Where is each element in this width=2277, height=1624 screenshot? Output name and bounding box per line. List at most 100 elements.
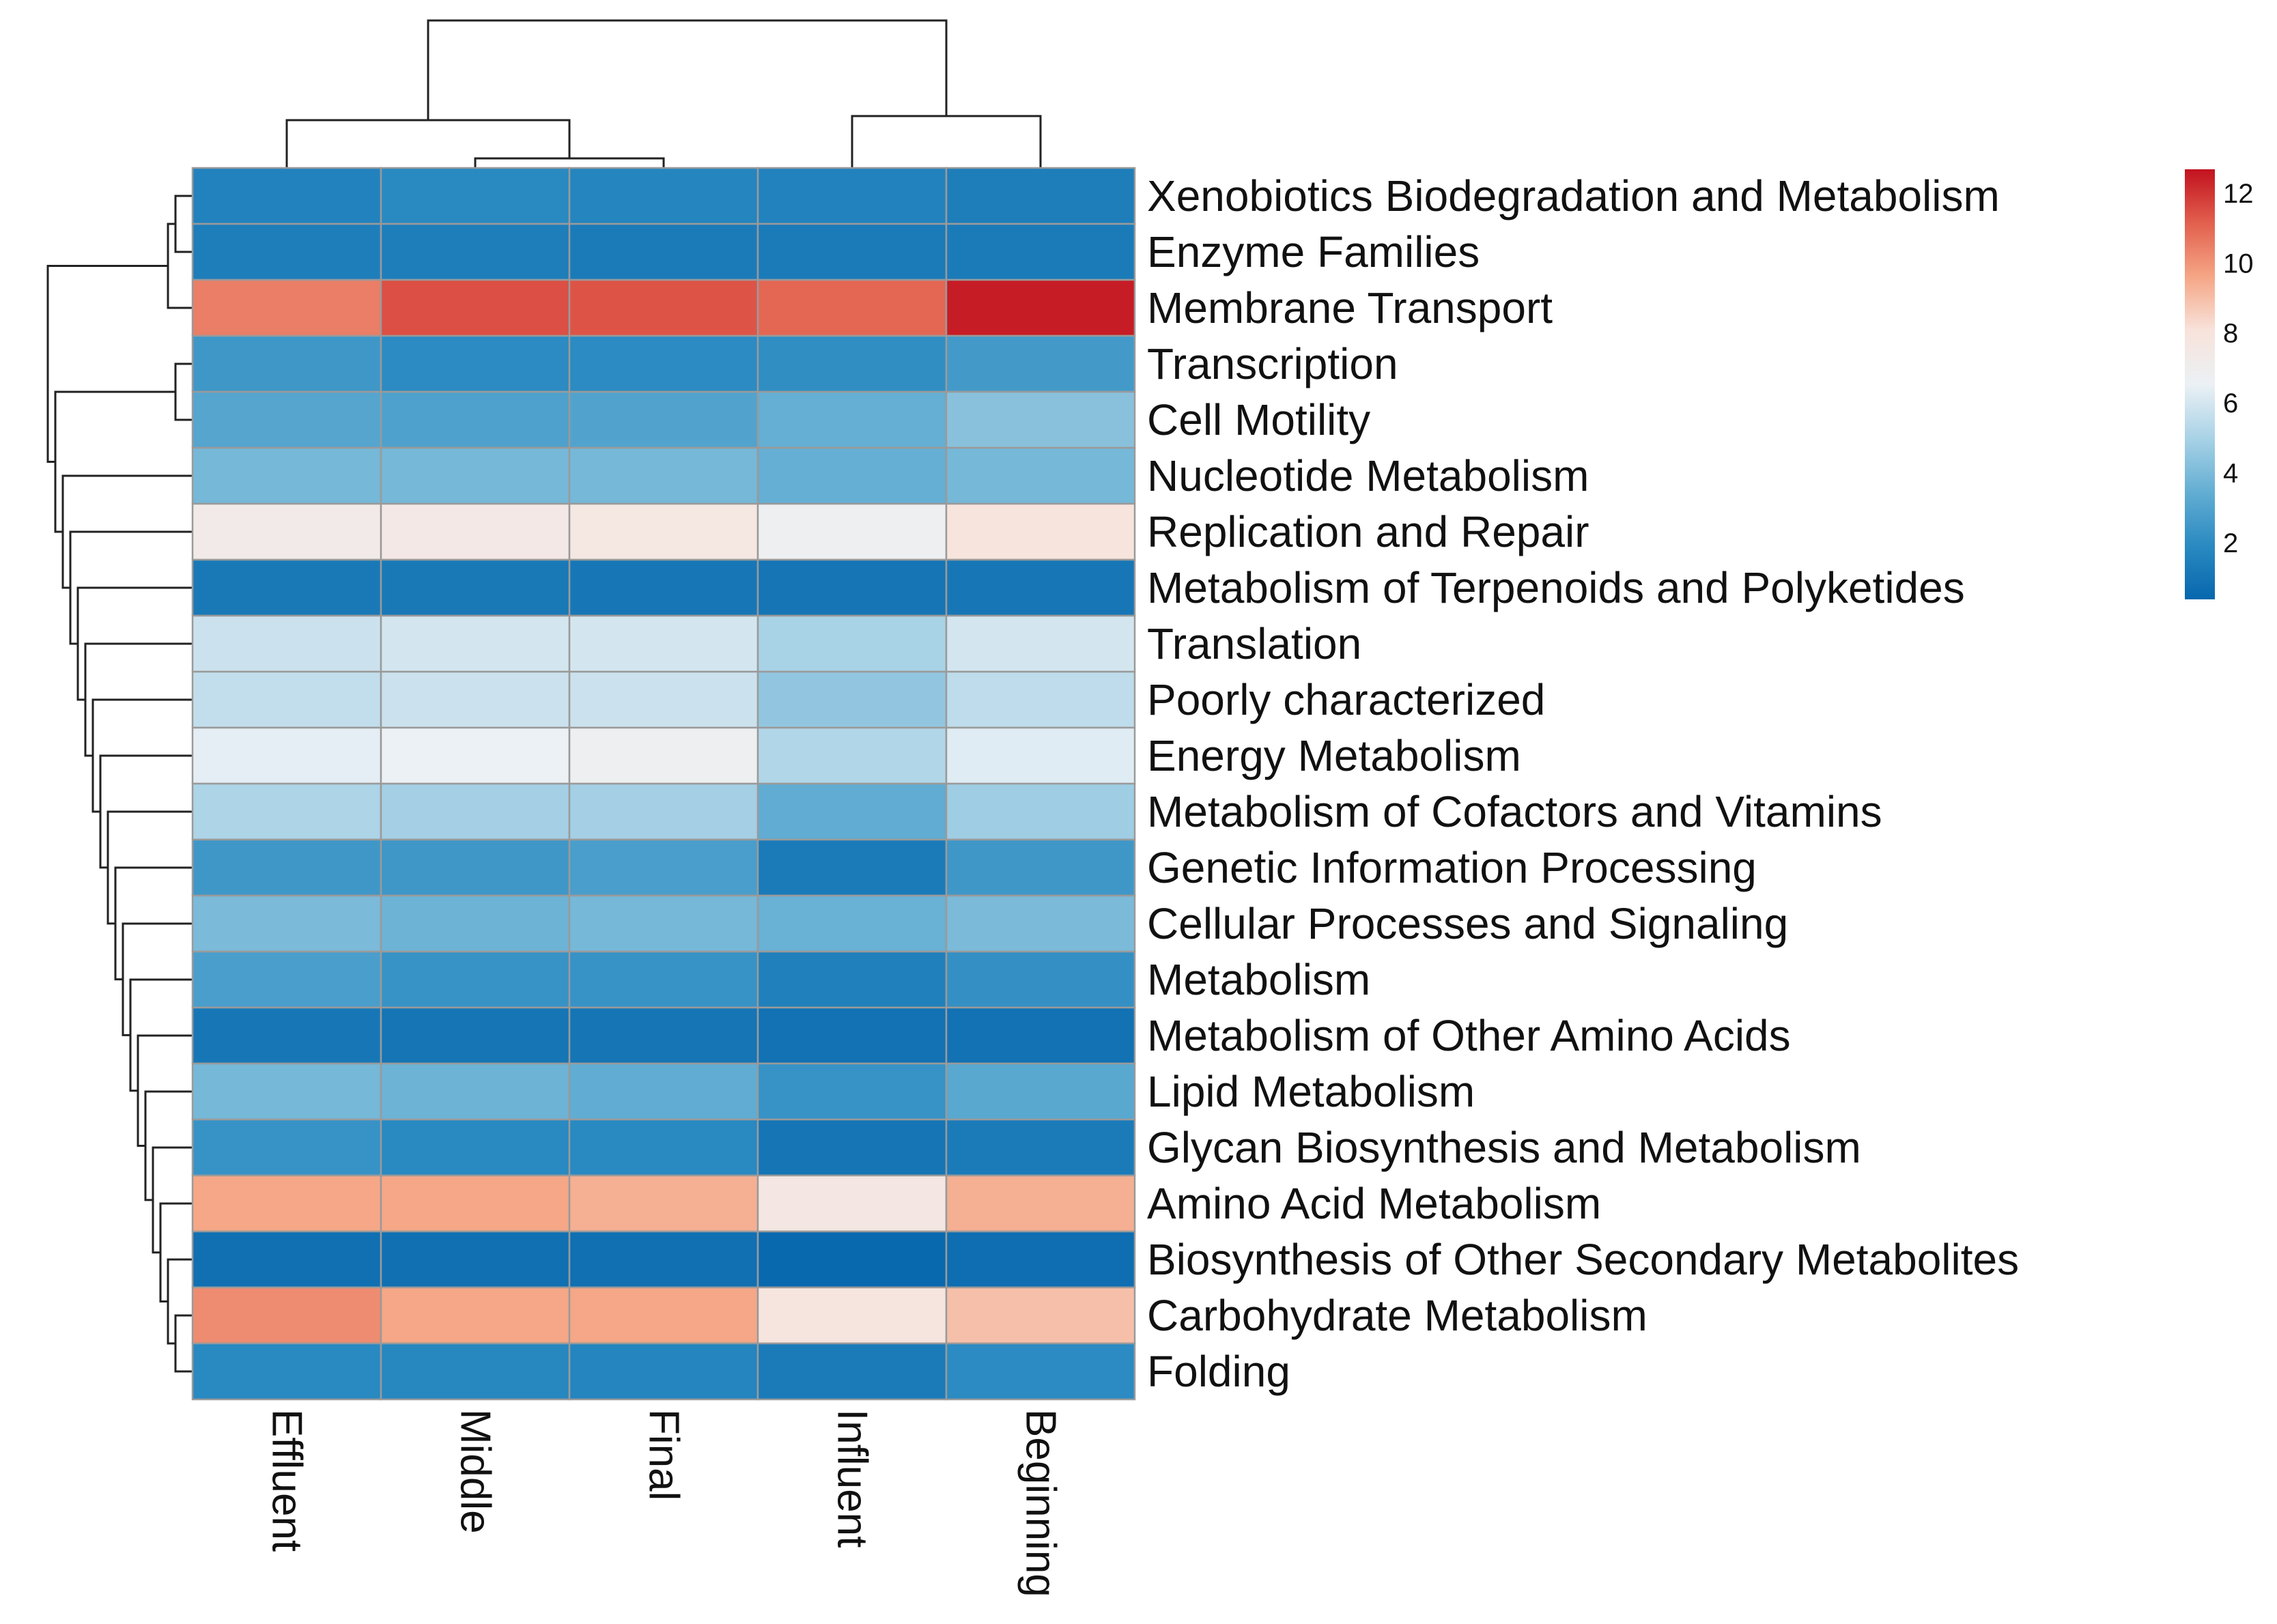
- row-label-poorly-characterized: Poorly characterized: [1147, 675, 1545, 724]
- heatmap-cell-cell-motility-middle: [380, 390, 571, 449]
- row-label-amino-acid-metabolism: Amino Acid Metabolism: [1147, 1179, 1601, 1228]
- heatmap-cell-lipid-metabolism-final: [568, 1062, 759, 1121]
- heatmap-cell-energy-metabolism-middle: [380, 726, 571, 785]
- heatmap-cell-amino-acid-metabolism-middle: [380, 1174, 571, 1233]
- row-label-carbohydrate-metabolism: Carbohydrate Metabolism: [1147, 1291, 1647, 1340]
- column-label-final: Final: [640, 1409, 688, 1500]
- row-dendro-link-1: [167, 223, 193, 309]
- legend-tick-2: 2: [2223, 528, 2238, 558]
- heatmap-cell-energy-metabolism-final: [568, 726, 759, 785]
- row-label-genetic-information-processing: Genetic Information Processing: [1147, 843, 1757, 892]
- heatmap-cell-folding-beginning: [945, 1342, 1136, 1401]
- heatmap-cell-cellular-processes-and-signaling-middle: [380, 894, 571, 953]
- heatmap-cell-membrane-transport-middle: [380, 279, 571, 337]
- heatmap-cell-transcription-influent: [756, 334, 948, 393]
- heatmap-cell-lipid-metabolism-influent: [756, 1062, 948, 1121]
- heatmap-cell-genetic-information-processing-beginning: [945, 838, 1136, 897]
- heatmap-cell-biosynthesis-of-other-secondary-metabolites-effluent: [191, 1230, 382, 1289]
- heatmap-cell-membrane-transport-beginning: [945, 279, 1136, 337]
- heatmap-cell-translation-middle: [380, 614, 571, 673]
- heatmap-cell-carbohydrate-metabolism-effluent: [191, 1286, 382, 1345]
- heatmap-cell-metabolism-of-terpenoids-and-polyketides-beginning: [945, 558, 1136, 617]
- row-dendro-link-20: [46, 265, 168, 463]
- heatmap-cell-membrane-transport-effluent: [191, 279, 382, 337]
- legend-ticks: 2 4 6 8 10 12: [2223, 179, 2254, 558]
- heatmap-cell-enzyme-families-influent: [756, 223, 948, 281]
- column-label-middle: Middle: [452, 1409, 499, 1534]
- heatmap-cell-cellular-processes-and-signaling-beginning: [945, 894, 1136, 953]
- heatmap-cells: [191, 167, 1136, 1401]
- heatmap-cell-metabolism-of-terpenoids-and-polyketides-effluent: [191, 558, 382, 617]
- heatmap-cell-metabolism-of-other-amino-acids-final: [568, 1006, 759, 1065]
- heatmap-cell-poorly-characterized-final: [568, 670, 759, 729]
- heatmap-cell-cell-motility-final: [568, 390, 759, 449]
- heatmap-cell-lipid-metabolism-effluent: [191, 1062, 382, 1121]
- heatmap-cell-poorly-characterized-effluent: [191, 670, 382, 729]
- row-label-folding: Folding: [1147, 1347, 1290, 1396]
- row-label-energy-metabolism: Energy Metabolism: [1147, 731, 1521, 780]
- heatmap-cell-replication-and-repair-effluent: [191, 502, 382, 561]
- heatmap-cell-xenobiotics-biodegradation-and-metabolism-middle: [380, 167, 571, 225]
- column-labels: Effluent Middle Final Influent Beginning: [264, 1409, 1064, 1597]
- row-label-cell-motility: Cell Motility: [1147, 395, 1370, 444]
- heatmap-cell-carbohydrate-metabolism-middle: [380, 1286, 571, 1345]
- legend-tick-6: 6: [2223, 388, 2238, 418]
- column-label-effluent: Effluent: [264, 1409, 311, 1552]
- heatmap-cell-enzyme-families-beginning: [945, 223, 1136, 281]
- row-label-xenobiotics-biodegradation-and-metabolism: Xenobiotics Biodegradation and Metabolis…: [1147, 171, 2000, 220]
- heatmap-cell-metabolism-of-other-amino-acids-effluent: [191, 1006, 382, 1065]
- heatmap-cell-folding-final: [568, 1342, 759, 1401]
- heatmap-cell-amino-acid-metabolism-influent: [756, 1174, 948, 1233]
- row-label-metabolism-of-terpenoids-and-polyketides: Metabolism of Terpenoids and Polyketides: [1147, 563, 1965, 612]
- heatmap-cell-translation-final: [568, 614, 759, 673]
- heatmap-cell-cell-motility-effluent: [191, 390, 382, 449]
- heatmap-cell-genetic-information-processing-middle: [380, 838, 571, 897]
- heatmap-cell-transcription-middle: [380, 334, 571, 393]
- heatmap-cell-translation-beginning: [945, 614, 1136, 673]
- heatmap-cell-translation-influent: [756, 614, 948, 673]
- col-dendro-link-influent-beginning: [851, 115, 1042, 168]
- row-label-transcription: Transcription: [1147, 339, 1398, 388]
- heatmap-cell-folding-middle: [380, 1342, 571, 1401]
- heatmap-cell-replication-and-repair-influent: [756, 502, 948, 561]
- heatmap-cell-metabolism-of-cofactors-and-vitamins-beginning: [945, 782, 1136, 841]
- heatmap-cell-nucleotide-metabolism-effluent: [191, 446, 382, 505]
- row-dendro-link-0: [174, 195, 193, 253]
- heatmap-cell-genetic-information-processing-influent: [756, 838, 948, 897]
- heatmap-cell-metabolism-of-other-amino-acids-beginning: [945, 1006, 1136, 1065]
- heatmap-cell-genetic-information-processing-effluent: [191, 838, 382, 897]
- heatmap-cell-metabolism-of-cofactors-and-vitamins-effluent: [191, 782, 382, 841]
- heatmap-cell-glycan-biosynthesis-and-metabolism-beginning: [945, 1118, 1136, 1177]
- row-dendro-link-3: [174, 1314, 193, 1373]
- heatmap-cell-folding-influent: [756, 1342, 948, 1401]
- legend-tick-4: 4: [2223, 459, 2238, 489]
- heatmap-cell-lipid-metabolism-middle: [380, 1062, 571, 1121]
- row-label-biosynthesis-of-other-secondary-metabolites: Biosynthesis of Other Secondary Metaboli…: [1147, 1235, 2019, 1284]
- legend-color-bar: [2185, 169, 2215, 599]
- heatmap-cell-energy-metabolism-influent: [756, 726, 948, 785]
- row-label-cellular-processes-and-signaling: Cellular Processes and Signaling: [1147, 899, 1788, 948]
- heatmap-cell-xenobiotics-biodegradation-and-metabolism-beginning: [945, 167, 1136, 225]
- heatmap-cell-biosynthesis-of-other-secondary-metabolites-middle: [380, 1230, 571, 1289]
- heatmap-cell-biosynthesis-of-other-secondary-metabolites-beginning: [945, 1230, 1136, 1289]
- legend-tick-8: 8: [2223, 319, 2238, 349]
- heatmap-cell-nucleotide-metabolism-middle: [380, 446, 571, 505]
- legend-tick-10: 10: [2223, 248, 2254, 279]
- heatmap-cell-cellular-processes-and-signaling-effluent: [191, 894, 382, 953]
- row-dendro-link-19: [54, 390, 175, 533]
- heatmap-cell-amino-acid-metabolism-effluent: [191, 1174, 382, 1233]
- heatmap-cell-glycan-biosynthesis-and-metabolism-middle: [380, 1118, 571, 1177]
- heatmap-cell-metabolism-beginning: [945, 950, 1136, 1009]
- heatmap-cell-poorly-characterized-influent: [756, 670, 948, 729]
- heatmap-cell-lipid-metabolism-beginning: [945, 1062, 1136, 1121]
- row-dendro-link-6: [152, 1146, 193, 1254]
- heatmap-cell-biosynthesis-of-other-secondary-metabolites-final: [568, 1230, 759, 1289]
- row-label-metabolism: Metabolism: [1147, 955, 1370, 1004]
- row-dendrogram: [46, 195, 193, 1373]
- heatmap-cell-replication-and-repair-final: [568, 502, 759, 561]
- heatmap-cell-carbohydrate-metabolism-influent: [756, 1286, 948, 1345]
- heatmap-cell-carbohydrate-metabolism-final: [568, 1286, 759, 1345]
- heatmap-cell-folding-effluent: [191, 1342, 382, 1401]
- row-dendro-link-4: [167, 1258, 193, 1345]
- heatmap-cell-enzyme-families-effluent: [191, 223, 382, 281]
